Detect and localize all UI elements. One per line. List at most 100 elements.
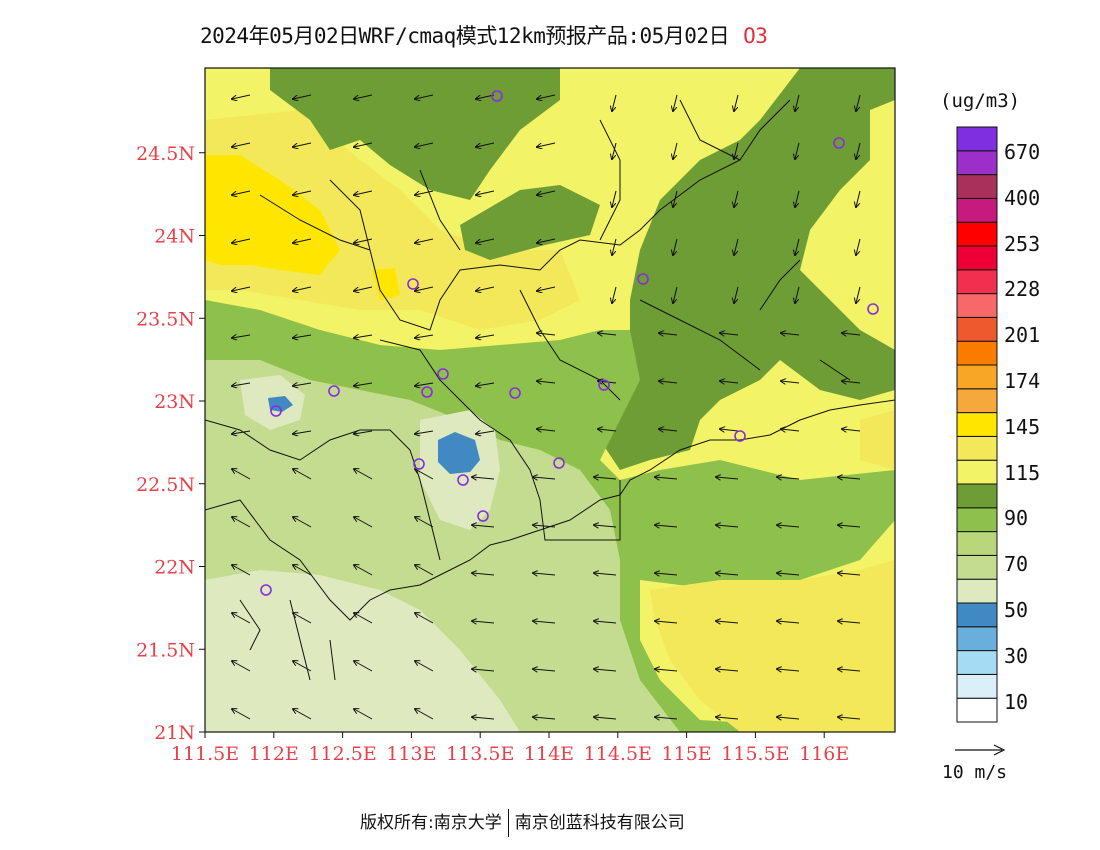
wind-arrow	[537, 142, 556, 147]
colorbar-swatch	[956, 459, 998, 485]
station-markers	[260, 90, 879, 596]
station-marker	[491, 90, 503, 102]
colorbar-swatch	[956, 697, 998, 723]
wind-arrow	[655, 717, 678, 719]
station-marker	[833, 137, 845, 149]
wind-arrow	[716, 717, 739, 719]
wind-arrow	[472, 525, 495, 527]
wind-arrow	[354, 661, 373, 672]
wind-arrow	[354, 142, 373, 147]
lon-tick-label: 112E	[249, 743, 299, 765]
wind-arrow	[720, 333, 739, 335]
wind-arrow	[472, 621, 495, 623]
wind-arrow	[612, 190, 617, 207]
wind-arrow	[476, 190, 495, 195]
wind-arrow	[838, 621, 861, 623]
wind-arrow	[795, 142, 800, 159]
field-pale-southwest	[205, 570, 520, 732]
station-marker	[637, 273, 649, 285]
wind-arrow	[232, 431, 251, 434]
wind-arrow	[795, 286, 800, 303]
wind-arrow	[232, 142, 251, 147]
wind-arrow	[856, 190, 861, 207]
wind-arrow	[232, 709, 251, 720]
wind-arrow	[838, 669, 861, 671]
colorbar-swatch	[956, 531, 998, 556]
wind-arrow	[537, 429, 556, 431]
wind-arrow	[354, 190, 373, 195]
chart-title: 2024年05月02日WRF/cmaq模式12km预报产品:05月02日 O3	[200, 20, 900, 50]
wind-arrow	[354, 469, 373, 480]
colorbar-swatch	[956, 150, 998, 176]
wind-arrow	[293, 238, 312, 243]
wind-arrow	[415, 469, 434, 480]
wind-arrow	[594, 669, 617, 671]
wind-arrow	[734, 190, 739, 207]
lon-tick-label: 113E	[386, 743, 436, 765]
wind-arrow	[537, 190, 556, 195]
lat-tick-label: 23N	[154, 391, 195, 413]
station-marker	[413, 458, 425, 470]
boundary-4	[205, 419, 441, 561]
wind-arrow	[734, 94, 739, 111]
field-gold-northwest	[205, 110, 580, 330]
copyright-footer: 版权所有:南京大学 南京创蓝科技有限公司	[360, 808, 685, 837]
wind-arrow	[777, 573, 800, 575]
lat-tick-label: 24N	[154, 226, 195, 248]
wind-arrow	[232, 469, 251, 480]
wind-arrow	[415, 335, 434, 338]
colorbar	[956, 126, 998, 723]
wind-arrow	[659, 429, 678, 431]
wind-arrow	[777, 621, 800, 623]
wind-arrow	[734, 142, 739, 159]
wind-arrow	[795, 94, 800, 111]
wind-arrow	[533, 669, 556, 671]
wind-arrow	[537, 286, 556, 291]
wind-arrow	[533, 717, 556, 719]
wind-arrow	[354, 565, 373, 576]
wind-arrow	[293, 613, 312, 624]
wind-arrow	[232, 383, 251, 386]
colorbar-swatch	[956, 126, 998, 152]
wind-arrow	[781, 429, 800, 431]
wind-arrow	[415, 286, 434, 291]
wind-arrow	[673, 94, 678, 111]
colorbar-swatch	[956, 435, 998, 461]
wind-arrow	[415, 94, 434, 99]
wind-arrow	[415, 142, 434, 147]
wind-arrow	[354, 517, 373, 528]
wind-arrow	[838, 573, 861, 575]
wind-arrow	[293, 190, 312, 195]
wind-arrow	[415, 565, 434, 576]
station-marker	[553, 457, 565, 469]
wind-arrow	[594, 477, 617, 479]
wind-arrow	[354, 94, 373, 99]
station-marker	[509, 387, 521, 399]
wind-arrow	[415, 517, 434, 528]
lat-tick-label: 21N	[154, 722, 195, 744]
lat-tick-label: 21.5N	[136, 639, 195, 661]
wind-arrow	[655, 669, 678, 671]
boundary-2	[329, 99, 741, 251]
colorbar-label: 115	[1004, 460, 1041, 485]
lon-tick-label: 114E	[524, 743, 574, 765]
wind-arrow	[354, 613, 373, 624]
latitude-axis: 24.5N 24N 23.5N 23N 22.5N 22N 21.5N 21N	[136, 143, 205, 744]
wind-arrow	[476, 142, 495, 147]
station-marker	[328, 385, 340, 397]
colorbar-swatch	[956, 626, 998, 652]
wind-arrow	[842, 429, 861, 431]
boundary-5	[519, 259, 851, 401]
wind-arrow	[537, 238, 556, 243]
wind-arrow	[293, 661, 312, 672]
field-gold-east	[860, 410, 895, 470]
map-frame	[204, 67, 896, 733]
colorbar-swatch	[956, 221, 998, 247]
wind-arrow	[293, 383, 312, 386]
wind-arrow	[856, 238, 861, 255]
field-darkgreen-north-2	[460, 185, 600, 260]
station-marker	[598, 379, 610, 391]
colorbar-swatch	[956, 602, 998, 628]
wind-arrow	[716, 669, 739, 671]
colorbar-label: 174	[1004, 369, 1041, 393]
